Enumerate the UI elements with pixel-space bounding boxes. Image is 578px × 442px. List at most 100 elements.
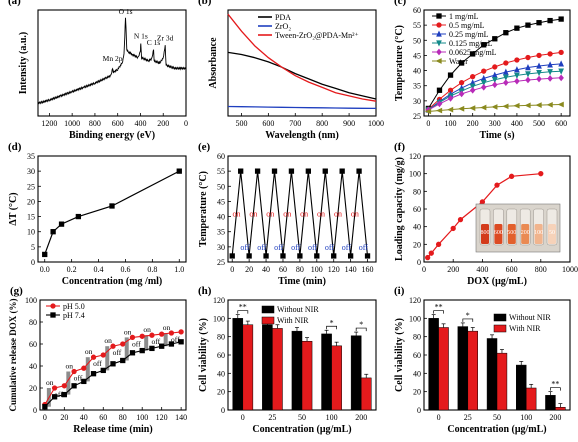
vial-liquid	[548, 224, 556, 244]
y-tick-label: 0	[31, 258, 35, 267]
off-label: off	[113, 348, 122, 357]
x-tick-label: 1200	[41, 119, 57, 128]
data-point	[547, 51, 553, 57]
panel-d: (d) 0.0 0.2 0.4 0.6 0.8 1.0 0 5 10 15 20 25 30 35 Conce…	[8, 141, 187, 287]
x-tick-label: 400	[134, 119, 146, 128]
y-tick-label: 0	[33, 406, 37, 415]
legend-entry: Without NIR	[509, 313, 551, 322]
legend-marker	[436, 40, 442, 47]
legend-marker	[436, 13, 442, 19]
bar	[516, 364, 527, 411]
data-point	[514, 66, 520, 73]
data-point	[81, 378, 87, 385]
data-point	[503, 74, 509, 81]
y-tick-label: 0	[221, 406, 225, 415]
peak-annotation: Mn 2p	[103, 54, 123, 63]
y-tick-label: 20	[413, 240, 421, 249]
x-tick-label: 900	[343, 119, 355, 128]
legend-entry: With NIR	[509, 324, 541, 333]
legend-marker	[435, 58, 442, 64]
y-tick-label: 30	[217, 243, 225, 252]
data-point	[535, 102, 542, 108]
data-point	[100, 352, 106, 358]
significance-bracket	[326, 325, 337, 330]
y-tick-label: 80	[413, 187, 421, 196]
y-tick-label: 40	[29, 362, 37, 371]
legend-entry: Without NIR	[277, 305, 319, 314]
off-label: off	[274, 243, 284, 252]
data-point	[470, 73, 476, 80]
y-tick-label: 120	[213, 296, 225, 305]
data-point	[525, 71, 531, 78]
x-tick-label: 25	[268, 413, 276, 422]
data-point	[424, 108, 432, 115]
on-label: on	[143, 325, 151, 334]
data-point	[536, 70, 542, 77]
y-tick-label: 0	[417, 258, 421, 267]
x-tick-label: 0.0	[40, 265, 50, 274]
y-tick-label: 55	[413, 21, 421, 30]
data-point	[494, 182, 500, 188]
data-point	[90, 371, 97, 377]
on-label: on	[46, 378, 54, 387]
legend-entry: 1 mg/mL	[449, 12, 479, 21]
data-point	[364, 253, 371, 259]
significance-mark: **	[239, 303, 247, 312]
data-point	[81, 365, 87, 371]
x-tick-label: 0.6	[120, 265, 130, 274]
data-point	[110, 361, 116, 367]
x-tick-label: 300	[489, 119, 501, 128]
data-point	[297, 253, 303, 259]
data-point	[503, 79, 509, 87]
x-tick-label: 500	[235, 119, 247, 128]
y-tick-label: 60	[217, 351, 225, 360]
off-label: off	[257, 243, 267, 252]
x-tick-label: 600	[262, 119, 274, 128]
data-point	[120, 357, 126, 364]
y-axis-label: Cell viability (%)	[198, 318, 209, 392]
data-point	[280, 253, 286, 259]
data-point	[558, 49, 564, 56]
data-point	[229, 253, 235, 259]
data-point	[558, 60, 564, 67]
peak-annotation: C 1s	[147, 38, 161, 47]
x-tick-label: 100	[445, 119, 457, 128]
data-point	[536, 52, 542, 59]
x-tick-label: 400	[511, 119, 523, 128]
data-point	[558, 16, 564, 22]
off-label: off	[359, 243, 369, 252]
y-tick-label: 25	[217, 258, 225, 267]
y-tick-label: 40	[217, 213, 225, 222]
significance-bracket	[433, 310, 444, 314]
x-tick-label: 200	[447, 265, 459, 274]
data-point	[524, 102, 531, 109]
y-tick-label: 60	[413, 205, 421, 214]
y-tick-label: 100	[409, 170, 421, 179]
plot-frame	[423, 9, 571, 117]
data-point	[469, 105, 476, 111]
y-tick-label: 50	[217, 182, 225, 191]
data-point	[491, 104, 498, 110]
significance-mark: *	[359, 320, 363, 329]
x-tick-label: 0	[426, 119, 430, 128]
data-point	[176, 168, 182, 174]
legend-entry: 0.0625 mg/mL	[449, 48, 497, 57]
panel-label: (f)	[394, 141, 405, 153]
data-point	[90, 354, 97, 360]
data-point	[149, 332, 155, 338]
x-axis-label: Release time (min)	[73, 424, 152, 435]
y-axis-label: Temperature (°C)	[198, 171, 209, 247]
data-point	[503, 60, 509, 66]
off-label: off	[325, 243, 335, 252]
data-point	[557, 101, 564, 108]
data-point	[536, 75, 542, 83]
on-label: on	[65, 362, 73, 371]
laser-on-bar	[66, 371, 71, 395]
x-tick-label: 100	[520, 413, 532, 422]
bar	[525, 387, 537, 411]
data-point	[525, 22, 531, 28]
bar	[360, 377, 372, 411]
x-tick-label: 100	[136, 413, 148, 422]
delta-t-line	[44, 170, 180, 255]
data-point	[436, 100, 443, 108]
